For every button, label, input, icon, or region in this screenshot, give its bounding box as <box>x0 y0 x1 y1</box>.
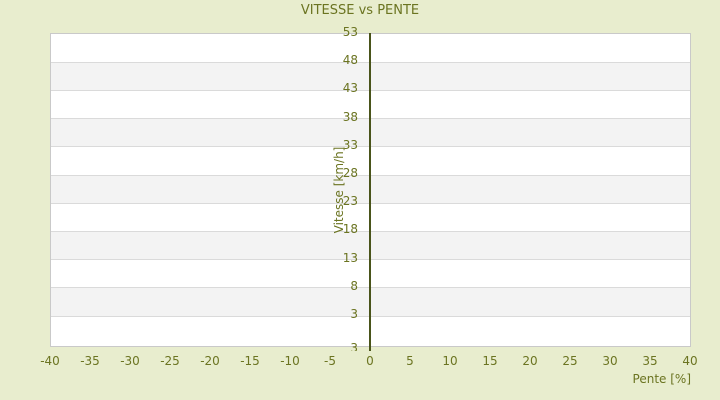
plot-band <box>51 118 690 147</box>
x-tick-label: 35 <box>642 354 658 368</box>
gridline <box>51 230 690 232</box>
x-tick-label: -5 <box>324 354 336 368</box>
x-tick-label: -20 <box>200 354 220 368</box>
gridline <box>51 315 690 317</box>
x-tick-label: -15 <box>240 354 260 368</box>
x-tick-label: 40 <box>682 354 698 368</box>
x-tick-label: 25 <box>562 354 578 368</box>
plot-band <box>51 62 690 91</box>
plot-band <box>51 203 690 232</box>
x-tick-label: -30 <box>120 354 140 368</box>
y-axis-title: Vitesse [km/h] <box>332 146 346 234</box>
x-tick-label: 15 <box>482 354 498 368</box>
gridline <box>51 89 690 91</box>
gridline <box>51 61 690 63</box>
x-tick-label: -35 <box>80 354 100 368</box>
plot-band <box>51 90 690 119</box>
x-tick-label: 30 <box>602 354 618 368</box>
gridline <box>51 202 690 204</box>
x-axis-title: Pente [%] <box>632 372 691 386</box>
x-tick-label: -25 <box>160 354 180 368</box>
x-tick-label: 5 <box>406 354 414 368</box>
chart-title: VITESSE vs PENTE <box>300 3 420 18</box>
gridline <box>51 287 690 289</box>
plot-band <box>51 34 690 63</box>
x-tick-label: 10 <box>442 354 458 368</box>
plot-area <box>50 33 691 347</box>
plot-band <box>51 259 690 288</box>
plot-band <box>51 231 690 260</box>
x-tick-label: -10 <box>280 354 300 368</box>
plot-band <box>51 175 690 204</box>
gridline <box>51 146 690 148</box>
plot-band <box>51 287 690 316</box>
gridline <box>51 118 690 120</box>
x-tick-label: -40 <box>40 354 60 368</box>
gridline <box>51 259 690 261</box>
plot-band <box>51 316 690 346</box>
plot-band <box>51 146 690 175</box>
gridline <box>51 174 690 176</box>
x-tick-label: 20 <box>522 354 538 368</box>
x-tick-label: 0 <box>366 354 374 368</box>
